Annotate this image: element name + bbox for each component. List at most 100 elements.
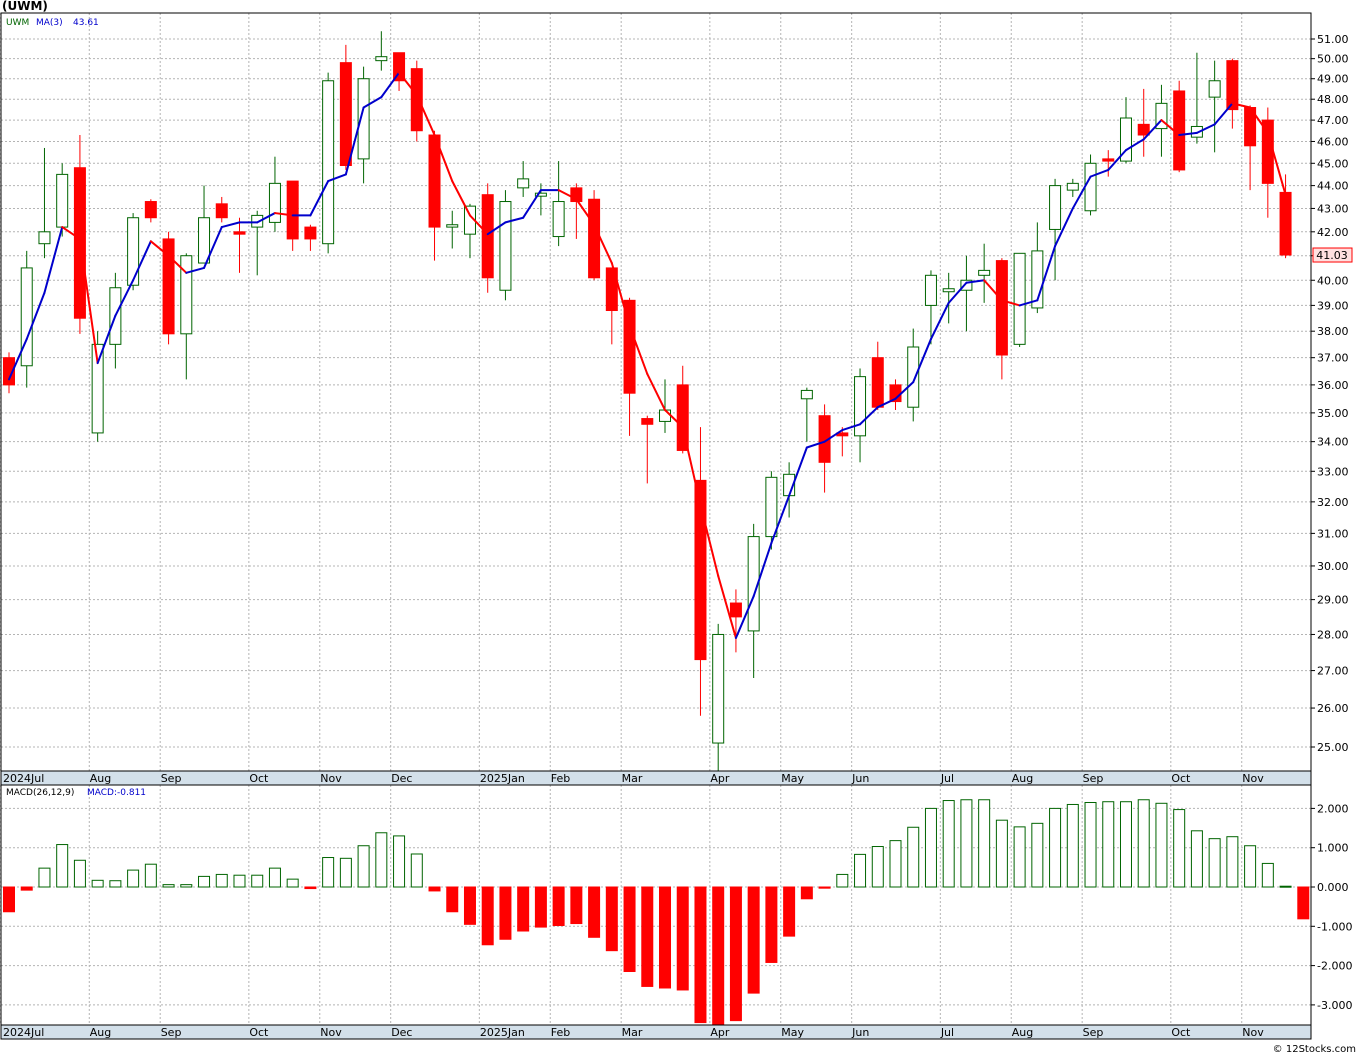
macd-bar-positive <box>1031 822 1044 888</box>
candle-body-up <box>20 267 33 367</box>
price-tick-label: 29.00 <box>1317 594 1349 607</box>
candle-body-down <box>676 384 689 451</box>
price-tick-label: 28.00 <box>1317 628 1349 641</box>
ma-segment <box>557 189 578 201</box>
price-tick-label: 50.00 <box>1317 53 1349 66</box>
price-tick-label: 40.00 <box>1317 274 1349 287</box>
ma-segment <box>1213 102 1234 126</box>
candle-body-up <box>1208 80 1221 98</box>
candle-body-down <box>641 418 654 425</box>
macd-legend-value: MACD:-0.811 <box>87 788 146 798</box>
candle <box>1013 252 1026 348</box>
candle <box>924 270 937 345</box>
ma-segment <box>734 595 755 640</box>
macd-bar-positive <box>978 799 991 888</box>
macd-tick-label: 2.000 <box>1317 802 1349 815</box>
candle-body-down <box>286 180 299 240</box>
macd-bar-negative <box>1297 886 1310 920</box>
candle <box>641 415 654 484</box>
ma-segment <box>362 96 383 109</box>
candle <box>357 66 370 184</box>
macd-bar-negative <box>499 886 512 940</box>
candle-body-down <box>1102 158 1115 162</box>
candle <box>729 589 742 653</box>
macd-bar-positive <box>1244 845 1257 888</box>
price-x-tick-label: Jul <box>940 772 954 785</box>
candle <box>180 253 193 380</box>
macd-bar-positive <box>198 875 211 888</box>
ma-segment <box>398 71 418 97</box>
price-tick-label: 47.00 <box>1317 114 1349 127</box>
price-tick-label: 35.00 <box>1317 407 1349 420</box>
candle <box>127 213 140 291</box>
candle-body-down <box>3 357 15 386</box>
last-price-tag <box>1312 247 1353 263</box>
macd-x-tick-label: Jun <box>851 1026 869 1039</box>
ma-segment <box>1160 119 1181 137</box>
candle-body-up <box>659 409 672 422</box>
candle-body-up <box>1084 162 1097 212</box>
candle-body-down <box>694 479 707 661</box>
price-tick-label: 37.00 <box>1317 352 1349 365</box>
ma-segment <box>309 180 330 217</box>
ma-segment <box>380 71 401 99</box>
price-tick-label: 30.00 <box>1317 560 1349 573</box>
macd-bar-positive <box>162 884 175 888</box>
price-tick-label: 27.00 <box>1317 665 1349 678</box>
candle-body-down <box>481 194 494 279</box>
ma-segment <box>664 409 684 429</box>
macd-bar-negative <box>818 886 831 889</box>
macd-bar-negative <box>446 886 459 913</box>
price-x-tick-label: Apr <box>710 772 730 785</box>
price-x-tick-label: Oct <box>1171 772 1191 785</box>
candle-body-down <box>1261 119 1274 184</box>
ma-segment <box>983 279 1003 302</box>
ma-segment <box>1195 123 1216 134</box>
price-tick-label: 51.00 <box>1317 33 1349 46</box>
candle <box>694 427 707 716</box>
macd-x-tick-label: Apr <box>710 1026 730 1039</box>
macd-bar-positive <box>836 873 849 888</box>
macd-legend-label: MACD(26,12,9) <box>6 788 74 798</box>
macd-bar-negative <box>534 886 547 928</box>
ma-segment <box>1142 119 1163 141</box>
ma-segment <box>717 574 737 640</box>
macd-bar-negative <box>694 886 707 1024</box>
candle-body-up <box>1049 185 1062 230</box>
macd-bar-negative <box>729 886 742 1022</box>
macd-x-tick-label: Dec <box>391 1026 412 1039</box>
candle <box>517 161 530 197</box>
candle <box>56 163 69 237</box>
ma-segment <box>770 494 791 545</box>
ma-segment <box>1249 106 1269 134</box>
ma-segment <box>1089 168 1110 178</box>
candle <box>605 267 618 345</box>
candle <box>1208 60 1221 153</box>
macd-bar-positive <box>180 884 193 888</box>
candle <box>995 258 1008 380</box>
ma-segment <box>256 212 276 224</box>
macd-bar-positive <box>38 867 51 888</box>
macd-bar-positive <box>1013 826 1026 888</box>
price-tick-label: 26.00 <box>1317 702 1349 715</box>
candle <box>339 44 352 170</box>
macd-bar-positive <box>1102 801 1115 888</box>
price-x-tick-label: May <box>781 772 804 785</box>
price-tick-label: 32.00 <box>1317 496 1349 509</box>
macd-x-tick-label: Feb <box>551 1026 570 1039</box>
candle <box>978 243 991 303</box>
price-x-tick-label: Jun <box>851 772 869 785</box>
macd-bar-positive <box>871 846 884 888</box>
candle-body-down <box>1279 191 1292 256</box>
candle <box>676 365 689 454</box>
macd-bar-negative <box>783 886 796 937</box>
macd-x-tick-label: Oct <box>1171 1026 1191 1039</box>
macd-bar-positive <box>1066 803 1079 888</box>
ma-segment <box>96 314 117 365</box>
legend-ma-label: MA(3) <box>36 18 63 28</box>
candle-body-up <box>180 255 193 335</box>
macd-tick-label: -3.000 <box>1317 999 1352 1012</box>
ma-segment <box>929 301 950 341</box>
macd-tick-label: -2.000 <box>1317 960 1352 973</box>
